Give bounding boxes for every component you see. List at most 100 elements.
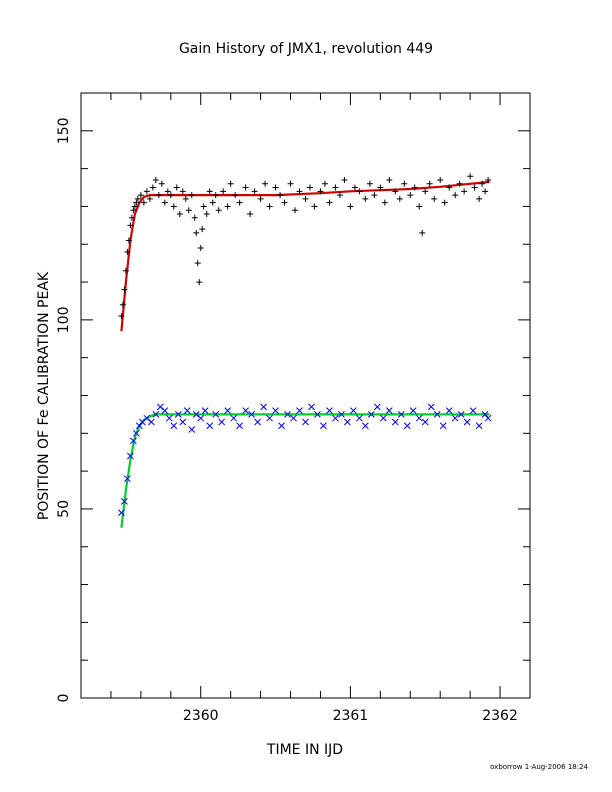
data-point [469, 407, 477, 414]
y-tick-label: 50 [56, 500, 72, 518]
data-point [452, 192, 459, 199]
data-point [173, 184, 180, 191]
data-point [199, 226, 206, 233]
data-point [314, 411, 321, 418]
data-point [306, 184, 313, 191]
data-point [484, 414, 492, 422]
data-point [156, 403, 164, 411]
data-point [236, 422, 244, 430]
fit-line [120, 180, 490, 332]
data-point [485, 176, 492, 183]
data-point [183, 407, 191, 414]
data-point [152, 411, 160, 418]
data-point [366, 180, 373, 187]
data-point [373, 403, 381, 411]
fit-line [120, 413, 490, 528]
data-point [143, 188, 150, 195]
data-point [362, 422, 369, 430]
data-point [167, 192, 174, 199]
data-point [143, 414, 151, 422]
data-point [471, 184, 478, 191]
data-point [224, 407, 232, 414]
data-point [287, 180, 294, 187]
data-point [266, 414, 273, 422]
data-point [347, 203, 354, 210]
data-point [451, 414, 459, 422]
chart-title: Gain History of JMX1, revolution 449 [179, 41, 433, 57]
data-point [308, 403, 315, 411]
data-point [236, 199, 243, 206]
data-point [381, 199, 388, 206]
data-point [124, 475, 131, 483]
data-point [125, 237, 132, 244]
data-point [321, 180, 328, 187]
data-point [326, 199, 333, 206]
data-point [200, 203, 207, 210]
data-point [272, 407, 279, 414]
data-point [224, 203, 231, 210]
data-point [127, 222, 134, 229]
data-point [165, 414, 173, 422]
data-point [193, 229, 200, 236]
data-point [201, 407, 209, 414]
data-point [320, 422, 327, 430]
data-point [362, 195, 369, 202]
data-point [179, 418, 187, 426]
data-point [441, 199, 448, 206]
footer-credit: oxborrow 1-Aug-2006 18:24 [490, 763, 588, 771]
data-point [254, 418, 261, 426]
data-point [212, 411, 220, 418]
data-point [437, 176, 444, 183]
data-point [290, 414, 297, 422]
data-point [422, 188, 429, 195]
data-point [379, 414, 387, 422]
data-point [356, 188, 363, 195]
data-point [463, 418, 471, 426]
data-point [419, 229, 426, 236]
data-point [215, 207, 222, 214]
data-point [146, 195, 153, 202]
data-point [248, 411, 255, 418]
data-point [266, 203, 273, 210]
data-point [179, 188, 186, 195]
data-point [194, 260, 201, 267]
data-point [124, 248, 131, 255]
data-point [182, 195, 189, 202]
data-point [188, 426, 196, 433]
data-point [415, 414, 423, 422]
fit-lines [120, 180, 490, 528]
data-point [118, 313, 125, 320]
data-point [344, 418, 351, 426]
data-point [461, 188, 468, 195]
data-point [284, 411, 291, 418]
data-point [119, 301, 126, 308]
data-point [311, 203, 318, 210]
data-point [197, 414, 205, 422]
data-point [411, 184, 418, 191]
data-point [377, 184, 384, 191]
data-point [122, 267, 129, 274]
data-point [317, 188, 324, 195]
data-point [188, 192, 195, 199]
data-point [351, 184, 358, 191]
data-point [281, 199, 288, 206]
data-point [206, 422, 214, 430]
data-points [118, 173, 492, 517]
data-point [170, 203, 177, 210]
data-point [203, 211, 210, 217]
data-point [326, 407, 333, 414]
data-point [191, 214, 198, 221]
data-point [338, 411, 345, 418]
data-point [133, 429, 140, 437]
data-point [456, 180, 463, 187]
data-point [196, 279, 203, 286]
data-point [128, 214, 135, 221]
data-point [230, 414, 238, 422]
data-point [232, 192, 239, 199]
data-point [356, 414, 363, 422]
data-point [121, 498, 128, 505]
data-point [155, 192, 162, 199]
data-point [416, 203, 423, 210]
x-tick-label: 2360 [183, 708, 219, 724]
data-point [262, 180, 269, 187]
